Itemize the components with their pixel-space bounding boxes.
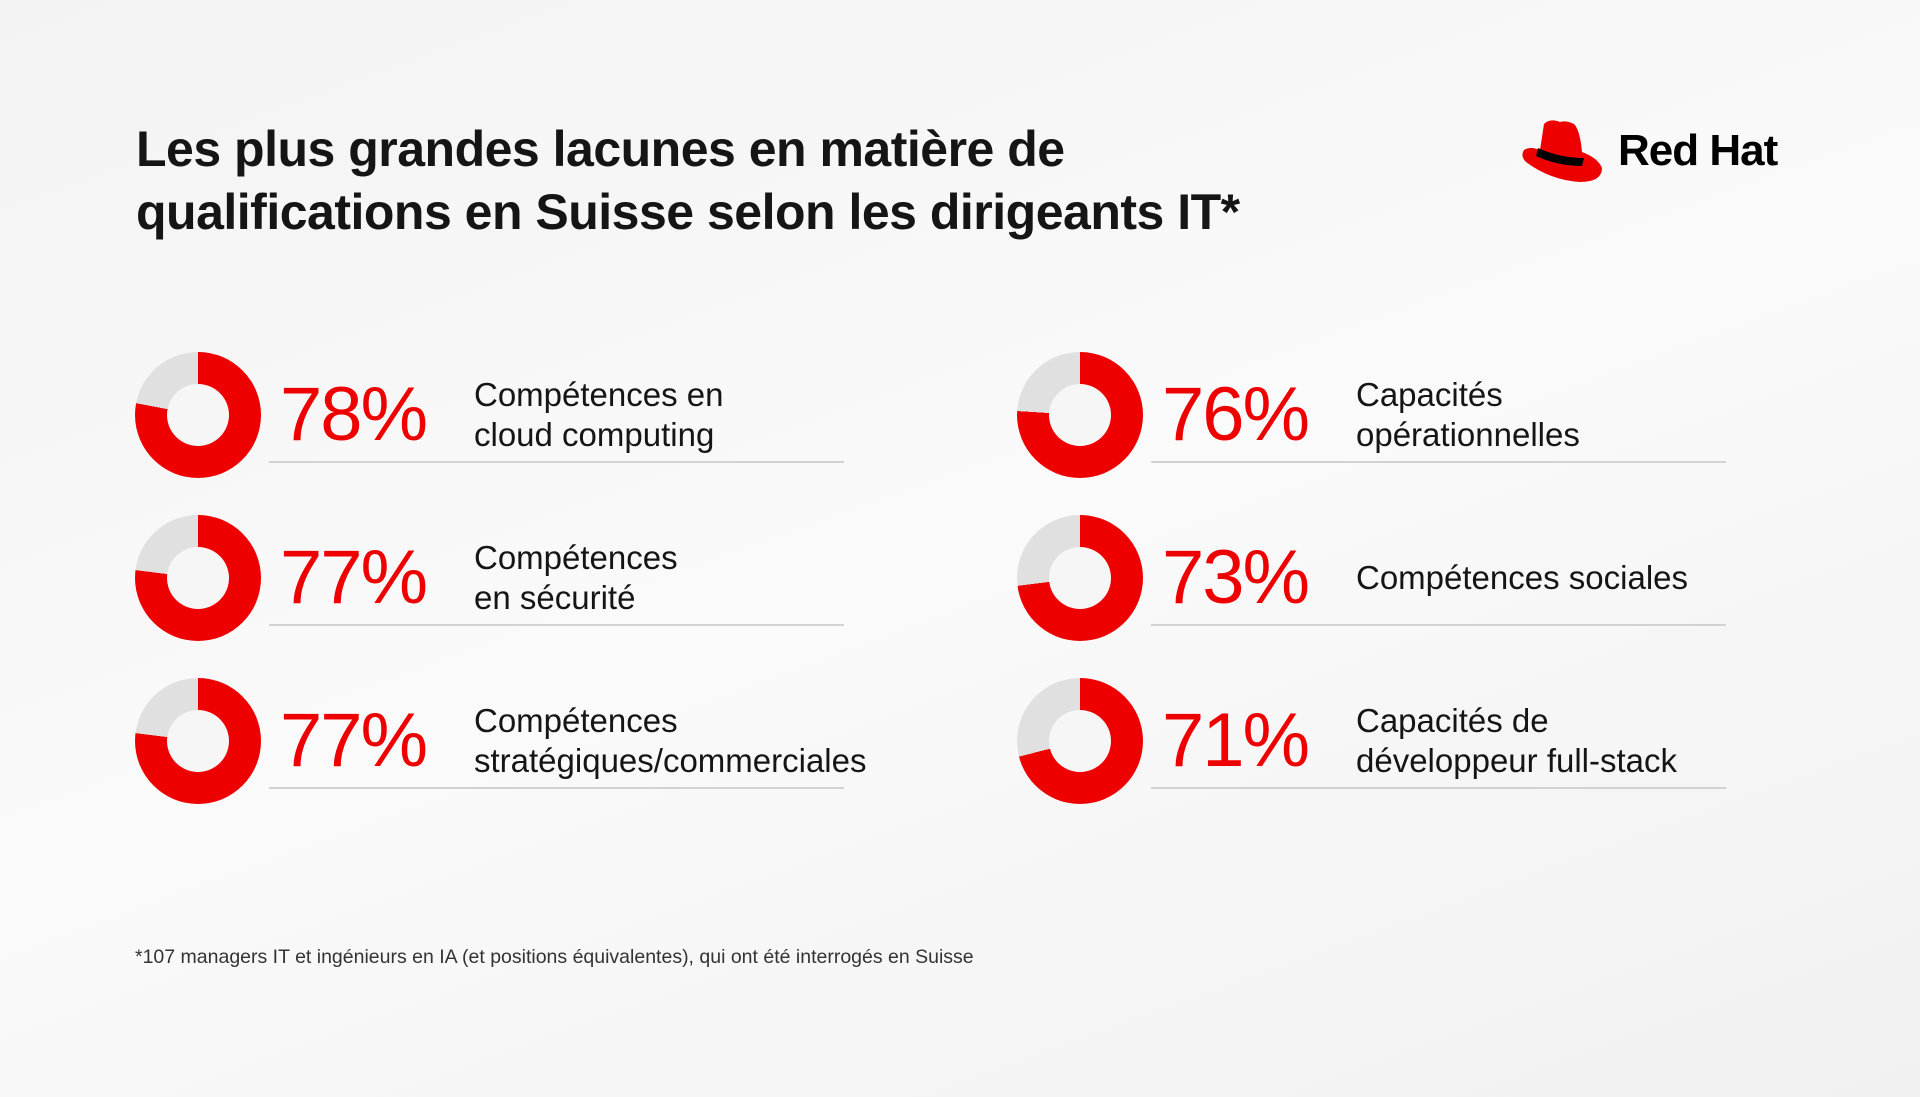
donut-slice: [1017, 515, 1143, 641]
stat-label: Capacités de développeur full-stack: [1356, 702, 1678, 779]
brand-name: Red Hat: [1618, 126, 1778, 175]
divider: [1151, 624, 1726, 626]
donut-slice: [135, 352, 261, 478]
chart-title: Les plus grandes lacunes en matière de q…: [136, 118, 1240, 244]
divider: [269, 787, 844, 789]
stat-label: Compétences stratégiques/commerciales: [474, 702, 867, 779]
percent-value: 71%: [1162, 698, 1310, 783]
footnote: *107 managers IT et ingénieurs en IA (et…: [135, 946, 974, 968]
donut-slice: [1017, 352, 1143, 478]
divider: [269, 624, 844, 626]
stat-label: Compétences en cloud computing: [474, 376, 724, 453]
stat-item: 78% Compétences en cloud computing: [135, 352, 856, 545]
percent-value: 78%: [280, 372, 428, 457]
stat-item: 76% Capacités opérationnelles: [1017, 352, 1738, 545]
percent-value: 77%: [280, 535, 428, 620]
percent-value: 77%: [280, 698, 428, 783]
stat-label: Capacités opérationnelles: [1356, 376, 1580, 453]
divider: [269, 461, 844, 463]
donut-slice: [135, 515, 261, 641]
title-line-2: qualifications en Suisse selon les dirig…: [136, 184, 1240, 240]
red-hat-fedora-icon: [1522, 120, 1602, 182]
red-hat-logo: Red Hat: [1520, 118, 1778, 184]
stat-label: Compétences sociales: [1356, 559, 1688, 596]
stat-item: 73% Compétences sociales: [1017, 515, 1738, 708]
stat-item: 71% Capacités de développeur full-stack: [1017, 678, 1738, 871]
donut-slice: [1017, 678, 1143, 804]
divider: [1151, 787, 1726, 789]
stat-item: 77% Compétences en sécurité: [135, 515, 856, 708]
percent-value: 76%: [1162, 372, 1310, 457]
donut-slice: [135, 678, 261, 804]
percent-value: 73%: [1162, 535, 1310, 620]
divider: [1151, 461, 1726, 463]
stat-item: 77% Compétences stratégiques/commerciale…: [135, 678, 867, 871]
title-line-1: Les plus grandes lacunes en matière de: [136, 121, 1065, 177]
stat-label: Compétences en sécurité: [474, 539, 678, 616]
